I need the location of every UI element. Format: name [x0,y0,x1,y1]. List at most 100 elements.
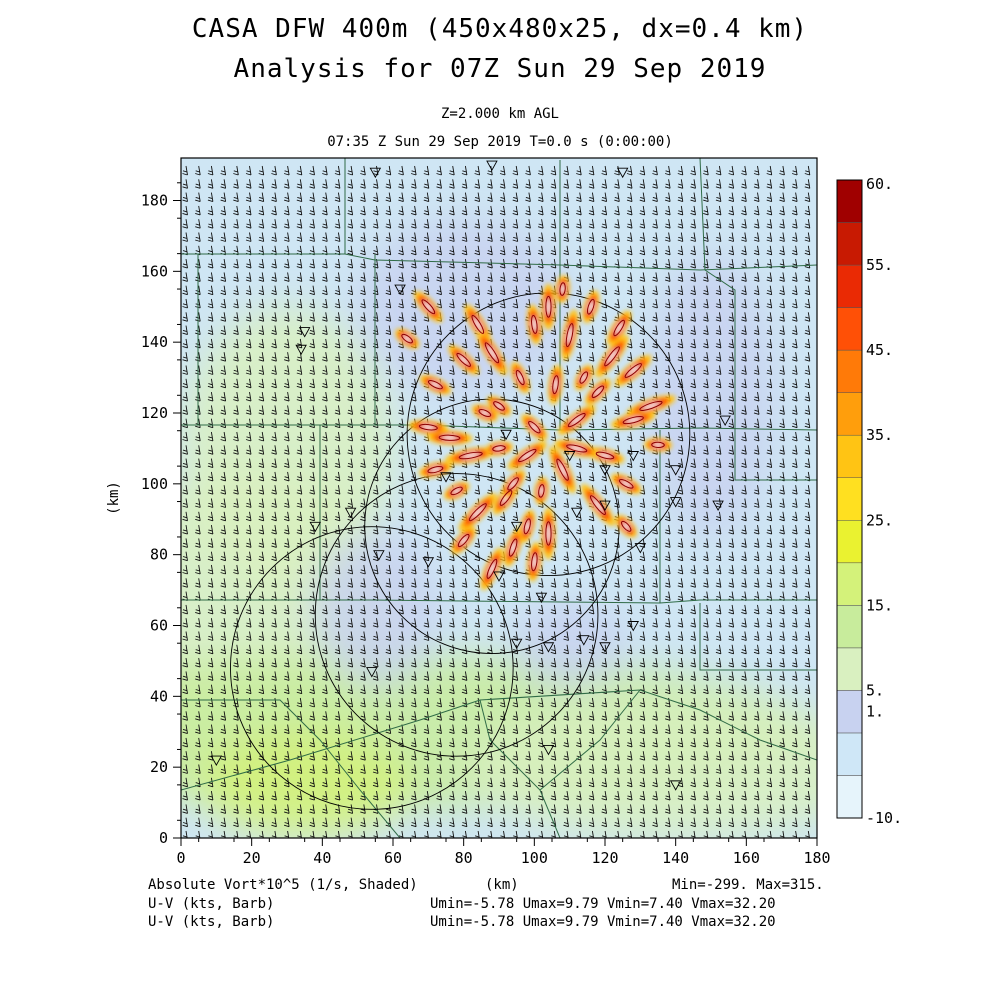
vortex-contour-45 [478,409,492,417]
vortex-core-46 [500,470,526,498]
colorbar-swatch-3 [836,647,863,691]
colorbar-swatch-2 [836,690,863,734]
station-marker-17 [373,550,385,561]
vortex-contour-43 [622,416,644,425]
station-marker-23 [309,521,322,533]
y-tick-label-1: 20 [150,758,168,776]
vortex-contour-35 [621,520,632,532]
x-tick-label-8: 160 [733,849,760,867]
station-marker-1 [486,160,498,172]
vortex-core-8 [541,283,556,330]
vortex-contour-4 [484,342,500,364]
colorbar-label-7: 1. [866,703,884,721]
vortex-contour-44 [604,346,620,367]
colorbar-swatch-4 [836,605,863,649]
vorticity-shading-4 [311,530,439,686]
vortex-contour-37 [499,490,513,506]
y-tick-label-4: 80 [150,546,168,564]
vortex-core-19 [549,446,576,494]
vortex-contour-6 [515,370,525,386]
vortex-contour-2 [456,352,471,367]
county-line-9 [539,689,641,791]
vortex-contour-34 [589,495,606,515]
vortex-core-30 [485,441,513,456]
colorbar-label-8: -10. [866,809,902,827]
station-marker-21 [578,635,590,646]
vortex-core-2 [448,345,479,375]
vortex-core-18 [557,405,596,435]
vortex-contour-9 [565,323,574,348]
station-marker-14 [669,497,682,508]
vortex-contour-40 [559,282,566,296]
vortex-contour-15 [651,441,665,448]
vortex-contour-10 [579,371,589,384]
station-marker-24 [366,667,378,678]
colorbar-frame [836,179,863,819]
vortex-core-39 [541,507,556,560]
station-marker-11 [440,472,452,483]
county-line-5 [197,254,321,600]
colorbar-swatch-1 [836,732,863,776]
chart-subtitle: Analysis for 07Z Sun 29 Sep 2019 [233,54,767,84]
vortex-core-38 [507,441,547,470]
station-marker-10 [669,465,682,476]
barb-field-label-1: U-V (kts, Barb) [148,896,275,912]
vortex-contour-30 [492,445,506,452]
colorbar-label-3: 35. [866,426,893,444]
station-marker-12 [510,521,523,533]
vortex-contour-27 [418,423,438,431]
y-tick-label-6: 120 [141,404,168,422]
colorbar-swatch-0 [836,775,863,819]
vortex-contour-39 [545,521,552,546]
station-marker-2 [616,167,629,179]
vortex-core-42 [414,291,443,323]
station-marker-28 [210,755,223,767]
station-marker-25 [510,638,523,650]
vortex-contour-36 [457,533,470,548]
vortex-core-34 [581,484,615,527]
x-tick-label-9: 180 [803,849,830,867]
vortex-contour-7 [531,315,538,334]
vortex-contour-33 [566,444,588,453]
y-tick-label-3: 60 [150,617,168,635]
county-line-0 [181,253,817,271]
station-marker-18 [422,557,435,568]
vortex-core-40 [555,275,570,303]
vortex-contour-24 [468,503,487,522]
vortex-contour-12 [613,319,625,337]
vortex-core-31 [521,414,548,441]
station-marker-22 [627,621,640,632]
shaded-field-label: Absolute Vort*10^5 (1/s, Shaded) [148,877,418,893]
vortex-core-36 [451,526,476,555]
colorbar-label-5: 15. [866,596,893,614]
x-tick-label-5: 100 [521,849,548,867]
vortex-contour-42 [421,299,436,315]
station-marker-6 [500,429,512,441]
y-tick-label-0: 0 [159,829,168,847]
station-marker-7 [563,451,576,462]
uv-stats-1: Umin=-5.78 Umax=9.79 Vmin=7.40 Vmax=32.2… [430,896,776,912]
vortex-contour-14 [639,400,663,411]
vortex-contour-41 [586,298,595,315]
station-marker-3 [394,284,406,295]
x-axis-label: (km) [485,877,519,893]
vortex-contour-47 [531,552,538,572]
vortex-core-6 [510,361,530,394]
vortex-contour-38 [518,448,537,463]
radar-ring-2 [314,473,599,757]
station-marker-13 [570,507,583,519]
station-marker-16 [344,507,357,519]
vortex-contour-25 [450,486,463,496]
station-marker-27 [599,642,611,653]
y-tick-label-8: 160 [141,262,168,280]
station-marker-29 [542,745,555,756]
station-marker-20 [535,592,548,604]
x-tick-label-4: 80 [455,849,473,867]
x-tick-label-0: 0 [176,849,185,867]
vortex-core-15 [644,437,672,452]
county-line-4 [699,158,817,481]
vortex-contour-1 [427,380,443,390]
y-tick-label-2: 40 [150,687,168,705]
y-tick-label-9: 180 [141,192,168,210]
station-marker-5 [295,344,307,356]
